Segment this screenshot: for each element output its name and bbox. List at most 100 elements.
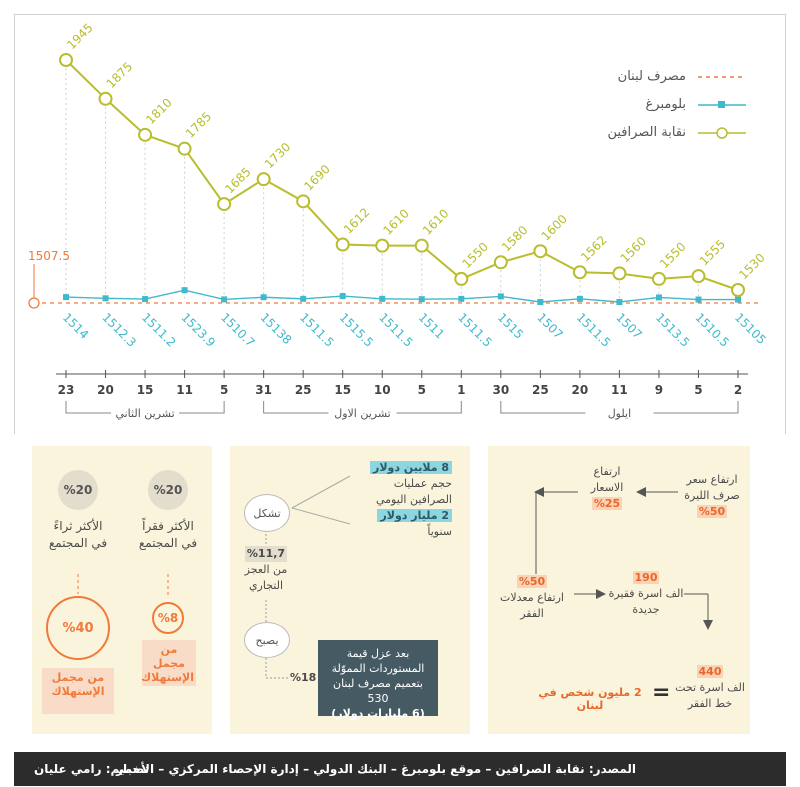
- bloomberg-line: [65, 289, 738, 303]
- middle-connectors: [265, 475, 351, 679]
- syndicate-value-label: 1550: [657, 240, 688, 271]
- bloomberg-value-label: 1511.5: [574, 310, 614, 350]
- bloomberg-value-label: 1515.5: [337, 310, 377, 350]
- panel-consumption: %20 %20 الأكثر ثراءً في المجتمع الأكثر ف…: [32, 446, 212, 734]
- rich-share-circle: %40: [46, 596, 110, 660]
- bloomberg-value-label: 15105: [732, 310, 769, 347]
- month-label: ايلول: [608, 407, 631, 420]
- step4-label: الف اسرة فقيرة جديدة: [608, 587, 684, 616]
- legend-swatch-bloomberg: [698, 101, 746, 108]
- legend-label-bloomberg: بلومبرغ: [645, 97, 686, 112]
- syndicate-value-label: 1610: [380, 206, 411, 237]
- syndicate-value-label: 1810: [143, 95, 174, 126]
- equals-sign: =: [652, 680, 671, 705]
- poor-pct: %20: [153, 483, 183, 497]
- syndicate-point: [612, 266, 627, 281]
- x-tick-label: 20: [97, 383, 114, 397]
- bloomberg-point: [300, 295, 307, 302]
- month-label-bg: [328, 405, 397, 421]
- rich-label: الأكثر ثراءً في المجتمع: [48, 519, 108, 550]
- bloomberg-point: [695, 296, 702, 303]
- step-exchange-rate: ارتفاع سعر صرف الليرة %50: [680, 472, 744, 520]
- x-tick-label: 5: [694, 383, 702, 397]
- syndicate-point: [414, 238, 429, 253]
- bloomberg-value-label: 1507: [534, 310, 565, 341]
- syndicate-point: [493, 255, 508, 270]
- syndicate-point: [454, 271, 469, 286]
- footer: المصدر: نقابة الصرافين – موقع بلومبرغ – …: [14, 752, 786, 786]
- legend-label-syndicate: نقابة الصرافين: [607, 125, 686, 140]
- total-people: 2 مليون شخص في لبنان: [538, 686, 642, 712]
- syndicate-value-label: 1730: [262, 140, 293, 171]
- legend-label-bdl: مصرف لبنان: [617, 69, 686, 84]
- deficit-pct: %11,7: [244, 546, 288, 562]
- bloomberg-value-label: 1523.9: [178, 310, 218, 350]
- syndicate-point: [572, 265, 587, 280]
- x-tick-label: 10: [374, 383, 391, 397]
- bloomberg-point: [497, 293, 504, 300]
- x-tick-label: 20: [572, 383, 589, 397]
- panel-poverty-flow: ارتفاع سعر صرف الليرة %50 ارتفاع الاسعار…: [488, 446, 750, 734]
- syndicate-value-label: 1685: [222, 165, 253, 196]
- syndicate-point: [296, 194, 311, 209]
- bloomberg-point: [221, 296, 228, 303]
- syndicate-point: [731, 283, 745, 297]
- legend-item-bloomberg: بلومبرغ: [596, 94, 746, 122]
- bloomberg-point: [379, 295, 386, 302]
- yearly-amount: 2 مليار دولار: [377, 509, 452, 522]
- imports-note: بعد عزل قيمة المستوردات المموّلة بتعميم …: [318, 640, 438, 720]
- legend-swatch-syndicate: [698, 127, 746, 139]
- connector-lines: [77, 574, 169, 596]
- poor-share: %8: [157, 611, 179, 625]
- bloomberg-point: [142, 296, 149, 303]
- legend-item-bdl: مصرف لبنان: [596, 66, 746, 94]
- dark-line-2: المستوردات المموّلة: [331, 662, 425, 675]
- syndicate-value-label: 1875: [104, 59, 135, 90]
- syndicate-point: [256, 172, 271, 187]
- daily-desc-1: حجم عمليات: [393, 477, 452, 490]
- syndicate-value-label: 1612: [341, 205, 372, 236]
- bloomberg-point: [576, 295, 583, 302]
- bloomberg-value-label: 1511.2: [139, 310, 179, 350]
- step4-num: 190: [632, 571, 660, 584]
- syndicate-value-label: 1945: [64, 21, 95, 52]
- dark-line-1: بعد عزل قيمة: [346, 647, 410, 660]
- syndicate-point: [217, 197, 232, 212]
- legend: مصرف لبنان بلومبرغ نقابة الصرافين: [596, 66, 746, 150]
- daily-amount: 8 ملايين دولار: [369, 461, 452, 474]
- daily-desc-2: الصرافين اليومي: [376, 493, 452, 506]
- bloomberg-value-label: 1513.5: [653, 310, 693, 350]
- syndicate-point: [59, 53, 73, 67]
- bloomberg-point: [181, 287, 188, 294]
- bdl-value-label: 1507.5: [28, 249, 70, 263]
- syndicate-value-label: 1690: [301, 162, 332, 193]
- syndicate-point: [375, 238, 390, 253]
- syndicate-point: [651, 271, 666, 286]
- after-pct: %18: [290, 671, 317, 684]
- syndicate-point: [138, 127, 153, 142]
- poor-share-circle: %8: [152, 602, 184, 634]
- bloomberg-value-label: 1515: [495, 310, 526, 341]
- bloomberg-point: [616, 299, 623, 305]
- bloomberg-point: [537, 299, 544, 305]
- panel-exchange-volume: 8 ملايين دولار حجم عمليات الصرافين اليوم…: [230, 446, 470, 734]
- syndicate-value-label: 1580: [499, 223, 530, 254]
- syndicate-point: [98, 91, 113, 106]
- bloomberg-value-label: 1510.7: [218, 310, 258, 350]
- footer-design: تصميم: رامي عليان: [34, 762, 150, 776]
- step-new-poor: 190 الف اسرة فقيرة جديدة: [606, 570, 686, 618]
- rich-share: %40: [62, 620, 94, 636]
- poor-share-label: من مجمل الإستهلاك: [141, 640, 196, 686]
- footer-source: المصدر: نقابة الصرافين – موقع بلومبرغ – …: [116, 762, 636, 776]
- syndicate-point: [691, 269, 706, 284]
- bloomberg-point: [735, 296, 741, 303]
- forms-circle: تشكل: [244, 494, 290, 532]
- step5-label: الف اسرة تحت خط الفقر: [675, 681, 745, 710]
- forms-label: تشكل: [253, 506, 281, 520]
- syndicate-point: [533, 244, 548, 259]
- step-below-line: 440 الف اسرة تحت خط الفقر: [674, 664, 746, 712]
- bloomberg-point: [63, 294, 69, 301]
- dark-line-3: بتعميم مصرف لبنان 530: [332, 677, 423, 705]
- syndicate-value-label: 1610: [420, 206, 451, 237]
- syndicate-point: [335, 237, 350, 252]
